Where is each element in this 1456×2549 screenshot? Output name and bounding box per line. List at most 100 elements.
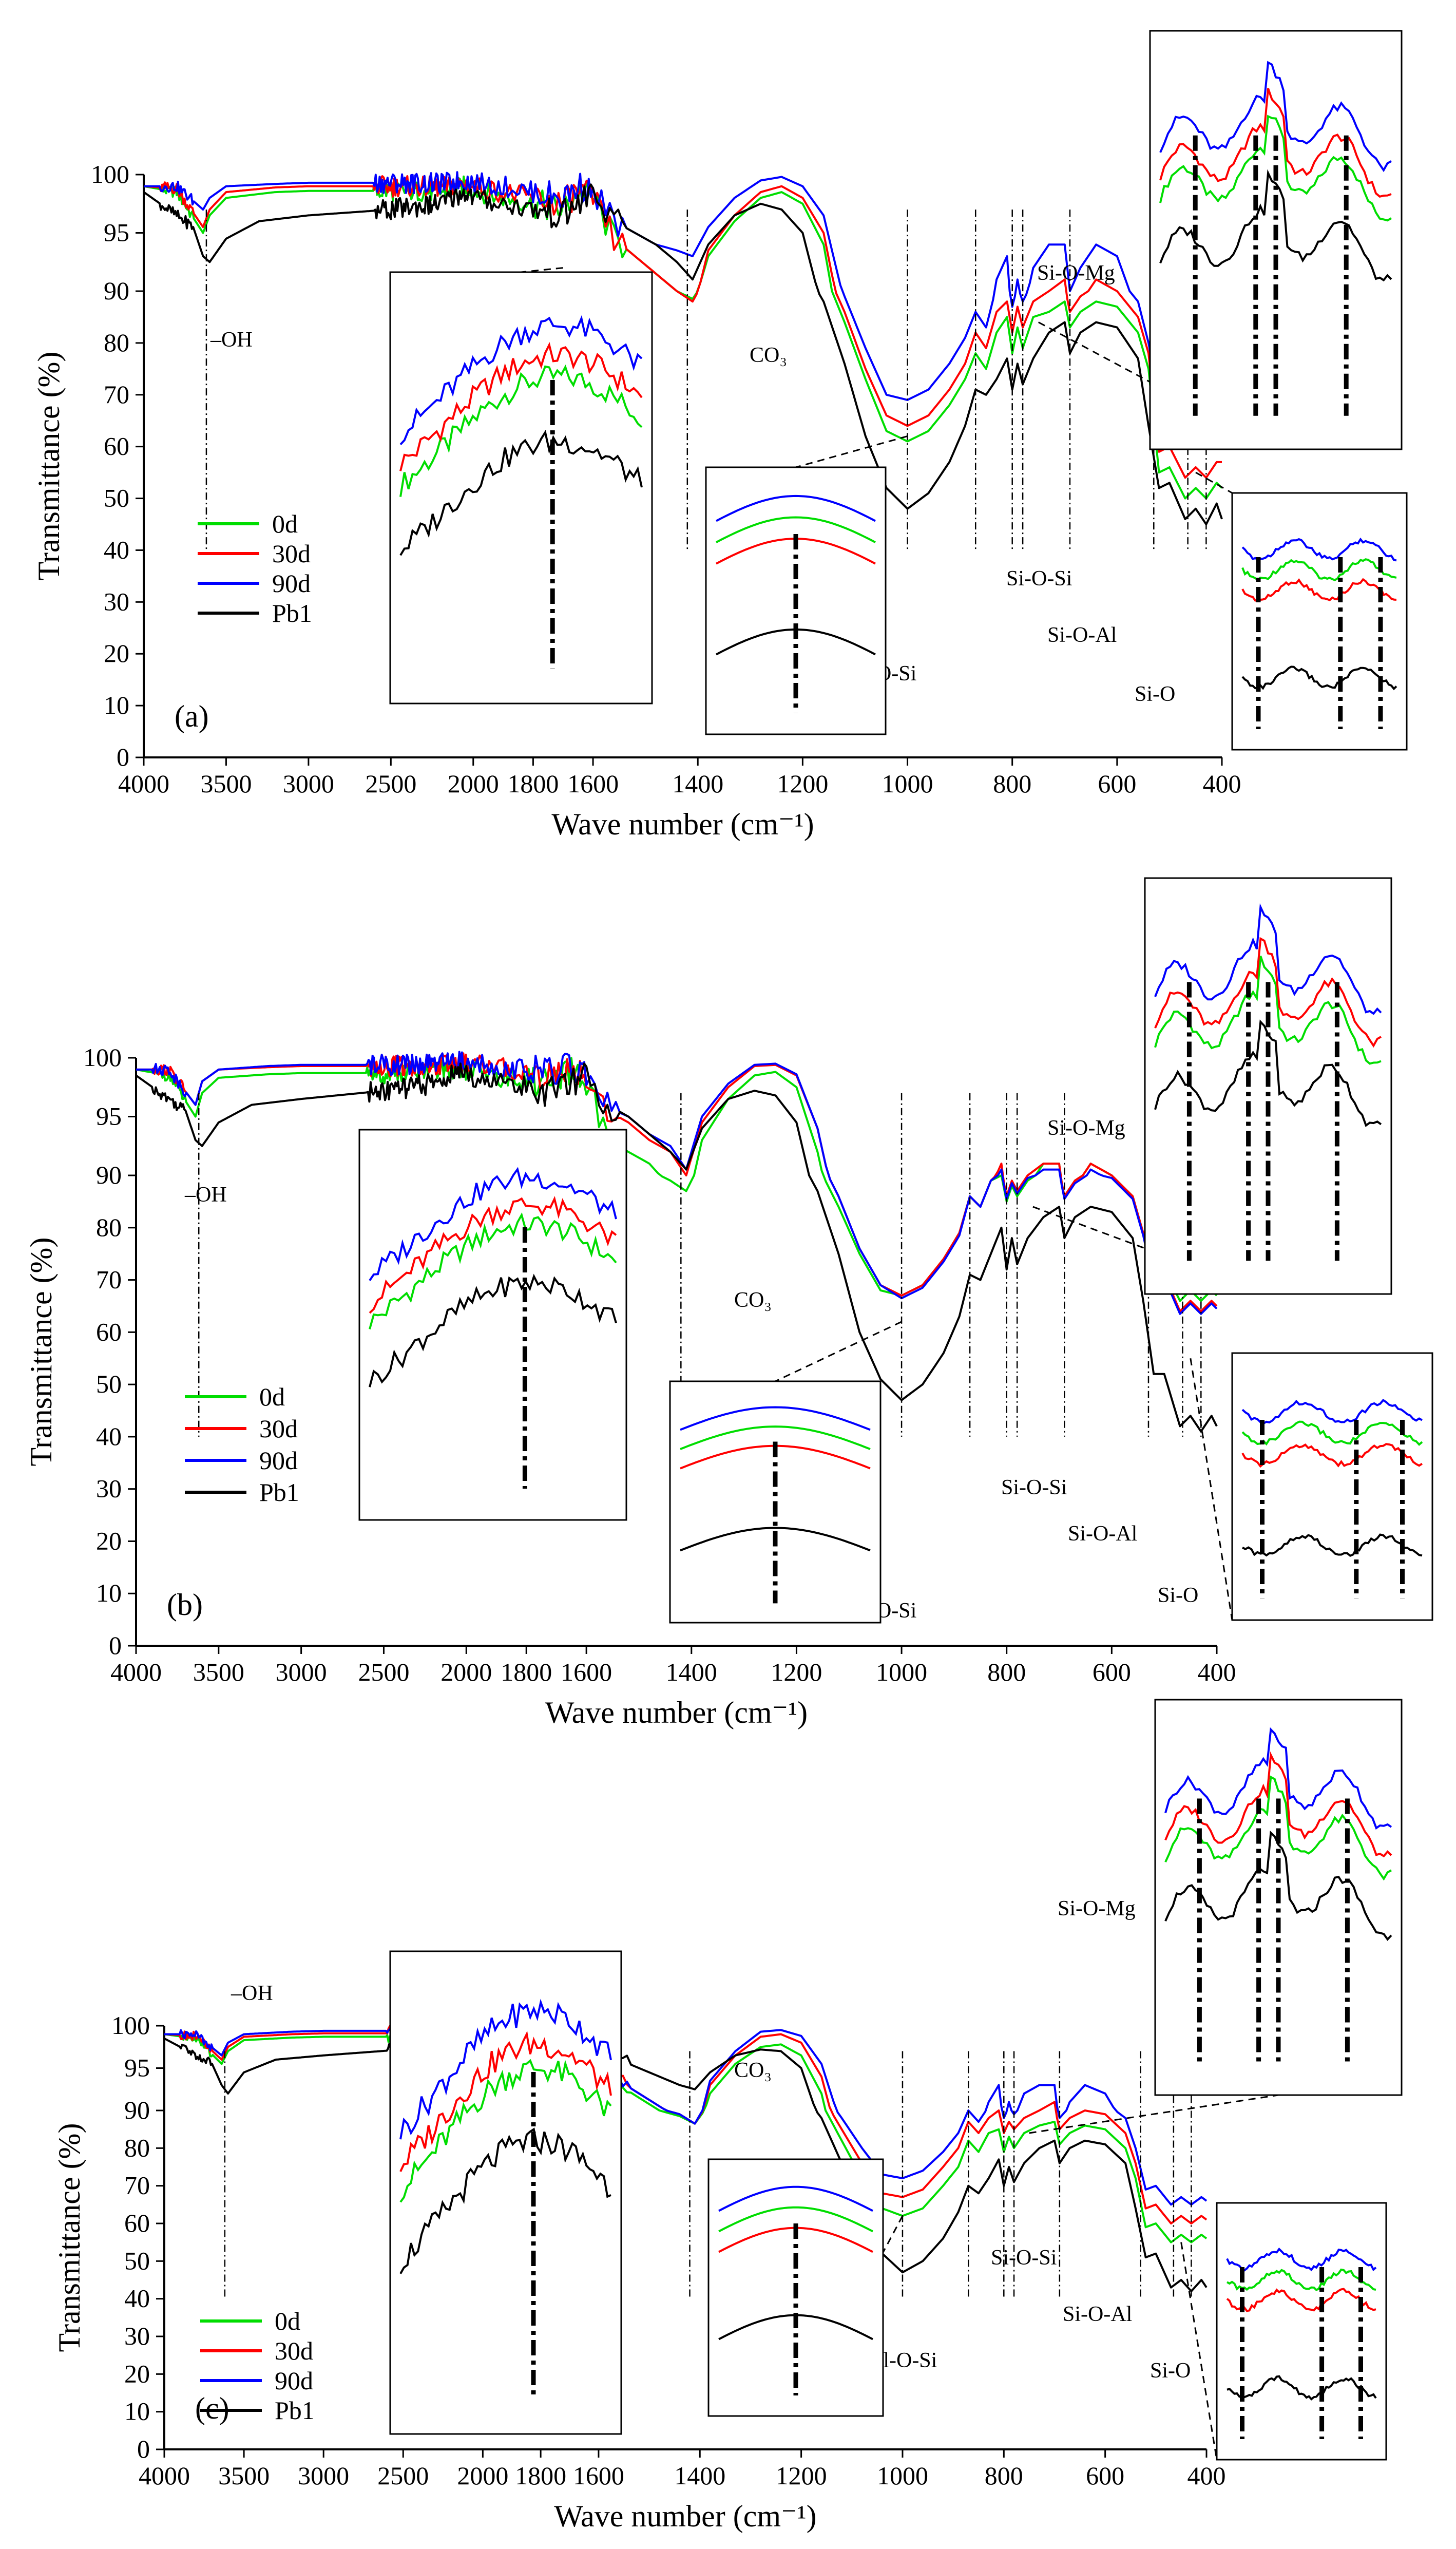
band-annotation: Si-O <box>1150 2359 1191 2383</box>
inset-series-30d <box>369 1195 617 1314</box>
inset-series-30d <box>399 341 643 471</box>
inset-series-90d <box>369 1167 617 1281</box>
x-tick-label: 800 <box>985 2461 1023 2490</box>
inset-series-pb1 <box>680 1527 871 1552</box>
zoom-inset <box>1038 30 1403 450</box>
legend-label: 0d <box>272 509 298 538</box>
y-tick-label: 30 <box>124 2322 150 2350</box>
x-tick-label: 1800 <box>501 1658 552 1686</box>
inset-series-pb1 <box>399 429 643 556</box>
x-tick-label: 800 <box>993 769 1031 798</box>
legend-label: 30d <box>272 539 311 568</box>
inset-leader-line <box>795 435 908 468</box>
x-tick-label: 1200 <box>771 1658 822 1686</box>
zoom-inset <box>1195 471 1408 751</box>
legend-label: 90d <box>259 1446 298 1475</box>
x-tick-label: 2500 <box>358 1658 409 1686</box>
inset-series-30d <box>1241 1443 1423 1468</box>
y-tick-label: 0 <box>137 2434 150 2463</box>
x-tick-label: 1000 <box>876 1658 927 1686</box>
inset-leader-line <box>1029 2094 1279 2134</box>
x-tick-label: 1600 <box>573 2461 624 2490</box>
zoom-inset <box>669 1321 902 1624</box>
y-tick-label: 90 <box>124 2096 150 2124</box>
y-tick-label: 40 <box>104 535 129 564</box>
inset-series-90d <box>680 1406 871 1431</box>
inset-series-0d <box>718 2206 873 2233</box>
inset-series-90d <box>399 315 643 445</box>
inset-series-0d <box>1159 115 1392 222</box>
band-annotation: CO₃ <box>734 2059 772 2082</box>
x-tick-label: 1400 <box>672 769 723 798</box>
legend-label: 90d <box>272 569 311 598</box>
inset-series-90d <box>1164 1727 1392 1830</box>
y-tick-label: 20 <box>124 2359 150 2388</box>
zoom-inset <box>389 1950 622 2435</box>
legend-label: 90d <box>275 2366 313 2395</box>
y-tick-label: 40 <box>124 2284 150 2313</box>
y-tick-label: 50 <box>124 2246 150 2275</box>
series-line-0d <box>164 2026 1208 2243</box>
inset-series-90d <box>716 494 876 522</box>
inset-series-pb1 <box>1159 169 1392 282</box>
inset-leader-line <box>1195 471 1233 494</box>
x-tick-label: 1400 <box>666 1658 717 1686</box>
x-tick-label: 600 <box>1093 1658 1131 1686</box>
inset-series-30d <box>1164 1751 1392 1858</box>
series-line-30d <box>143 175 1222 479</box>
x-tick-label: 2000 <box>457 2461 508 2490</box>
inset-frame <box>1231 1352 1433 1621</box>
y-tick-label: 70 <box>124 2171 150 2200</box>
inset-series-0d <box>399 2059 612 2203</box>
inset-series-30d <box>1154 937 1382 1048</box>
inset-series-30d <box>1159 88 1392 198</box>
series-line-0d <box>143 175 1223 500</box>
inset-leader-line <box>1190 1358 1233 1621</box>
y-tick-label: 70 <box>96 1265 122 1294</box>
inset-series-pb1 <box>1242 1533 1423 1557</box>
series-line-0d <box>136 1057 1218 1302</box>
y-tick-label: 30 <box>104 587 129 616</box>
y-tick-label: 0 <box>109 1631 122 1660</box>
inset-frame <box>1216 2202 1387 2461</box>
x-tick-label: 800 <box>987 1658 1026 1686</box>
inset-series-pb1 <box>399 2127 611 2274</box>
legend-label: 0d <box>259 1382 285 1411</box>
inset-series-pb1 <box>1227 2375 1377 2401</box>
band-annotation: –OH <box>210 328 253 352</box>
x-tick-label: 1800 <box>507 769 559 798</box>
y-tick-label: 10 <box>124 2397 150 2426</box>
y-tick-label: 60 <box>96 1317 122 1346</box>
y-tick-label: 95 <box>96 1102 122 1131</box>
y-tick-label: 80 <box>124 2133 150 2162</box>
panel-letter: (c) <box>195 2391 229 2425</box>
y-tick-label: 10 <box>104 691 129 719</box>
y-tick-label: 90 <box>96 1161 122 1189</box>
y-axis-title: Transmittance (%) <box>24 1237 58 1466</box>
inset-series-90d <box>1154 903 1382 1015</box>
series-line-90d <box>164 2021 1208 2206</box>
band-annotation: Si-O-Si <box>1001 1476 1067 1499</box>
x-tick-label: 400 <box>1203 769 1241 798</box>
band-annotation: CO₃ <box>734 1288 772 1312</box>
legend-label: 30d <box>275 2336 313 2365</box>
inset-series-0d <box>369 1212 617 1329</box>
zoom-inset <box>1190 1352 1433 1621</box>
x-axis-title: Wave number (cm⁻¹) <box>554 2499 816 2533</box>
x-tick-label: 3000 <box>276 1658 327 1686</box>
panel-b: 0 10 20 30 40 50 60 70 80 90 95 100 4000 3500 3000 2500… <box>24 877 1433 1729</box>
y-tick-label: 60 <box>124 2209 150 2237</box>
inset-frame <box>1231 492 1408 751</box>
inset-leader-line <box>1180 2242 1218 2460</box>
band-annotation: –OH <box>184 1183 227 1207</box>
band-annotation: Si-O-Al <box>1063 2303 1132 2326</box>
inset-series-0d <box>716 516 876 543</box>
x-tick-label: 3500 <box>218 2461 270 2490</box>
x-tick-label: 400 <box>1187 2461 1226 2490</box>
x-axis-title: Wave number (cm⁻¹) <box>545 1696 808 1729</box>
inset-series-pb1 <box>1164 1831 1392 1941</box>
legend-label: Pb1 <box>272 599 312 627</box>
series-line-pb1 <box>135 1062 1218 1433</box>
band-annotation: Si-O-Mg <box>1058 1897 1136 1920</box>
